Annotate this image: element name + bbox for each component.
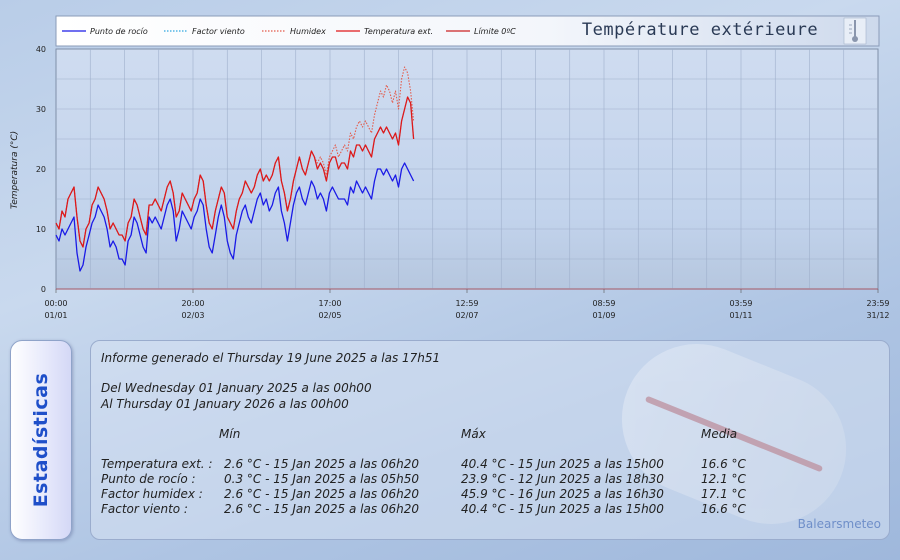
row-label: Temperatura ext. : xyxy=(101,457,213,471)
row-max: 45.9 °C - 16 Jun 2025 a las 16h30 xyxy=(461,487,664,501)
header-avg: Media xyxy=(701,427,738,441)
legend-label: Humidex xyxy=(290,27,326,36)
x-tick-time: 23:59 xyxy=(866,299,889,308)
temperature-chart: 0 10 20 30 40 00:00 01/01 20:00 02/03 17:00 02/05… xyxy=(10,15,890,320)
row-label: Factor humidex : xyxy=(101,487,203,501)
report-to: Al Thursday 01 January 2026 a las 00h00 xyxy=(101,397,349,411)
legend-label: Límite 0ºC xyxy=(474,27,516,36)
row-avg: 12.1 °C xyxy=(701,472,746,486)
report-generated: Informe generado el Thursday 19 June 202… xyxy=(101,351,441,365)
x-tick-time: 03:59 xyxy=(729,299,752,308)
stats-panel: Informe generado el Thursday 19 June 202… xyxy=(90,340,890,540)
row-min: 0.3 °C - 15 Jan 2025 a las 05h50 xyxy=(224,472,420,486)
row-avg: 17.1 °C xyxy=(701,487,746,501)
x-tick-time: 20:00 xyxy=(181,299,204,308)
x-tick-time: 17:00 xyxy=(318,299,341,308)
y-tick-label: 40 xyxy=(36,45,46,54)
brand-label: Balearsmeteo xyxy=(797,517,881,531)
x-tick-date: 01/09 xyxy=(592,311,615,320)
x-tick-time: 00:00 xyxy=(44,299,67,308)
y-axis-label: Temperatura (°C) xyxy=(10,131,20,209)
x-tick-date: 31/12 xyxy=(866,311,889,320)
x-tick-time: 08:59 xyxy=(592,299,615,308)
row-avg: 16.6 °C xyxy=(701,502,746,516)
grid xyxy=(56,49,878,289)
x-axis-ticks: 00:00 01/01 20:00 02/03 17:00 02/05 12:59 02/07… xyxy=(44,289,890,320)
header-min: Mín xyxy=(219,427,241,441)
row-min: 2.6 °C - 15 Jan 2025 a las 06h20 xyxy=(224,502,420,516)
legend-label: Factor viento xyxy=(192,27,245,36)
row-min: 2.6 °C - 15 Jan 2025 a las 06h20 xyxy=(224,487,420,501)
x-tick-date: 01/11 xyxy=(729,311,752,320)
row-min: 2.6 °C - 15 Jan 2025 a las 06h20 xyxy=(224,457,420,471)
y-tick-label: 30 xyxy=(36,105,46,114)
row-max: 23.9 °C - 12 Jun 2025 a las 18h30 xyxy=(461,472,664,486)
y-tick-label: 20 xyxy=(36,165,46,174)
stats-side-label: Estadísticas xyxy=(30,372,52,508)
y-tick-label: 0 xyxy=(41,285,46,294)
series-line xyxy=(55,162,415,272)
x-tick-date: 02/03 xyxy=(181,311,204,320)
series-line xyxy=(55,96,415,248)
series-group xyxy=(55,66,878,290)
header-max: Máx xyxy=(461,427,486,441)
x-tick-date: 02/07 xyxy=(455,311,478,320)
legend-label: Punto de rocío xyxy=(90,27,148,36)
row-max: 40.4 °C - 15 Jun 2025 a las 15h00 xyxy=(461,457,664,471)
legend-label: Temperatura ext. xyxy=(364,27,433,36)
x-tick-date: 02/05 xyxy=(318,311,341,320)
thermometer-icon xyxy=(843,17,867,45)
x-tick-time: 12:59 xyxy=(455,299,478,308)
chart-title: Température extérieure xyxy=(582,20,818,40)
x-tick-date: 01/01 xyxy=(44,311,67,320)
row-label: Factor viento : xyxy=(101,502,188,516)
row-max: 40.4 °C - 15 Jun 2025 a las 15h00 xyxy=(461,502,664,516)
y-axis-ticks: 0 10 20 30 40 xyxy=(36,45,46,294)
row-label: Punto de rocío : xyxy=(101,472,196,486)
row-avg: 16.6 °C xyxy=(701,457,746,471)
y-tick-label: 10 xyxy=(36,225,46,234)
stats-side-tab: Estadísticas xyxy=(10,340,72,540)
report-from: Del Wednesday 01 January 2025 a las 00h0… xyxy=(101,381,372,395)
legend: Punto de rocío Factor viento Humidex Temper… xyxy=(62,27,516,36)
